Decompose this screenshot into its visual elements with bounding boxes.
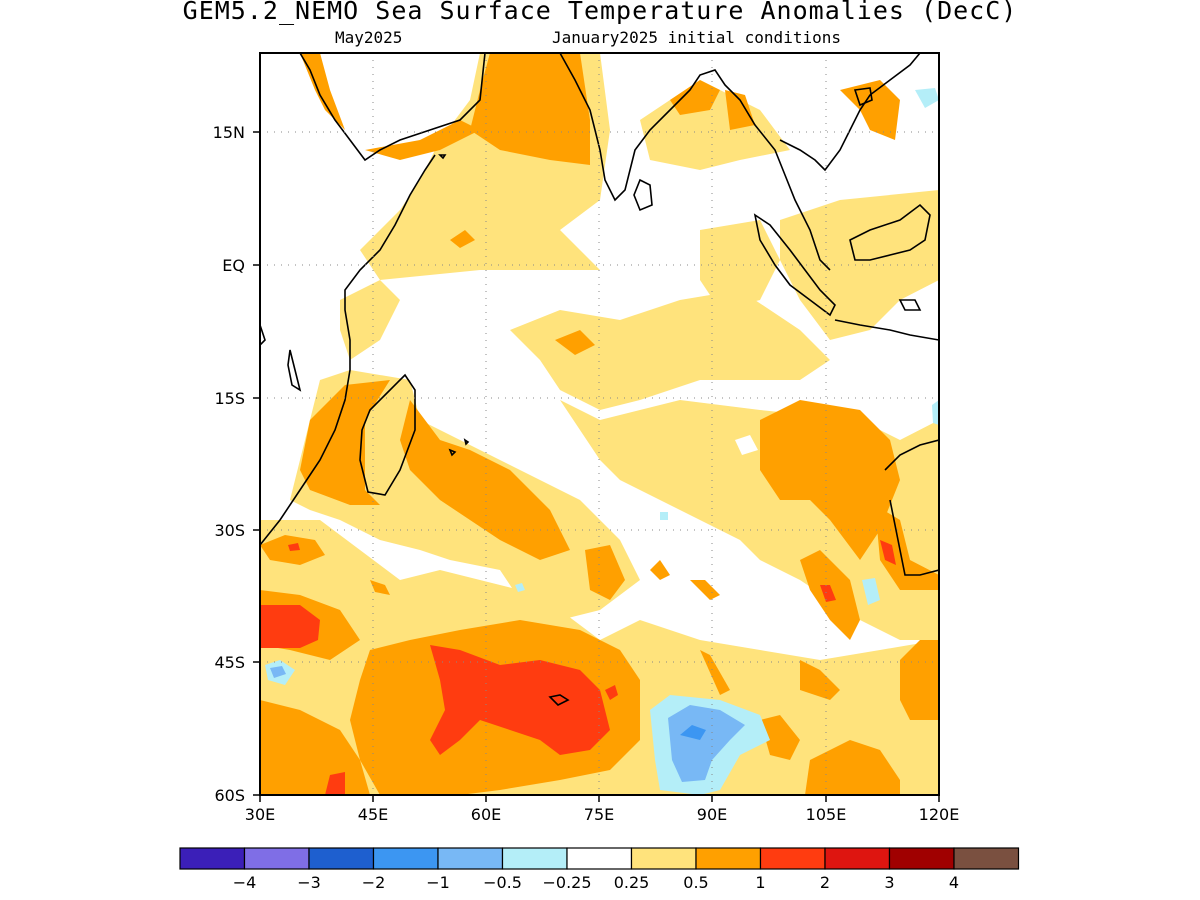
colorbar-swatch-6 [566, 847, 633, 870]
lon-label-30e: 30E [245, 805, 275, 824]
colorbar-swatch-12 [953, 847, 1020, 870]
lon-label-105e: 105E [806, 805, 847, 824]
colorbar-label-9: 2 [820, 873, 830, 892]
colorbar: −4 −3 −2 −1 −0.5 −0.25 0.25 0.5 1 2 3 4 [179, 847, 1020, 892]
colorbar-swatch-7 [630, 847, 697, 870]
colorbar-swatch-10 [824, 847, 891, 870]
colorbar-label-7: 0.5 [683, 873, 708, 892]
coastlines [260, 53, 939, 706]
colorbar-swatch-9 [759, 847, 826, 870]
colorbar-swatch-3 [372, 847, 439, 870]
init-conditions-label: January2025 initial conditions [552, 28, 841, 47]
colorbar-swatch-2 [308, 847, 375, 870]
colorbar-label-10: 3 [884, 873, 894, 892]
colorbar-swatch-11 [888, 847, 955, 870]
tick-marks [253, 131, 940, 802]
lat-label-30s: 30S [214, 521, 245, 540]
lon-label-45e: 45E [358, 805, 388, 824]
graticule [260, 53, 939, 795]
colorbar-label-4: −0.5 [483, 873, 522, 892]
lon-label-60e: 60E [471, 805, 501, 824]
colorbar-label-5: −0.25 [542, 873, 591, 892]
lat-label-45s: 45S [214, 653, 245, 672]
colorbar-label-1: −3 [297, 873, 321, 892]
colorbar-label-8: 1 [755, 873, 765, 892]
colorbar-label-3: −1 [426, 873, 450, 892]
anomaly-fields [260, 53, 939, 795]
colorbar-swatch-8 [695, 847, 762, 870]
colorbar-label-6: 0.25 [614, 873, 650, 892]
colorbar-swatch-1 [243, 847, 310, 870]
colorbar-swatch-0 [179, 847, 246, 870]
colorbar-label-2: −2 [362, 873, 386, 892]
lon-label-90e: 90E [697, 805, 727, 824]
lon-label-120e: 120E [919, 805, 960, 824]
colorbar-label-0: −4 [233, 873, 257, 892]
colorbar-swatch-5 [501, 847, 568, 870]
lon-label-75e: 75E [584, 805, 614, 824]
map-title: GEM5.2_NEMO Sea Surface Temperature Anom… [182, 0, 1018, 25]
colorbar-label-11: 4 [949, 873, 959, 892]
colorbar-swatch-4 [437, 847, 504, 870]
valid-month-label: May2025 [335, 28, 403, 47]
anomaly-negative [265, 88, 939, 795]
lat-label-15n: 15N [213, 123, 245, 142]
lat-label-eq: EQ [222, 256, 245, 275]
anomaly-1-2 [260, 540, 896, 795]
lat-label-60s: 60S [214, 786, 245, 805]
lat-label-15s: 15S [214, 389, 245, 408]
